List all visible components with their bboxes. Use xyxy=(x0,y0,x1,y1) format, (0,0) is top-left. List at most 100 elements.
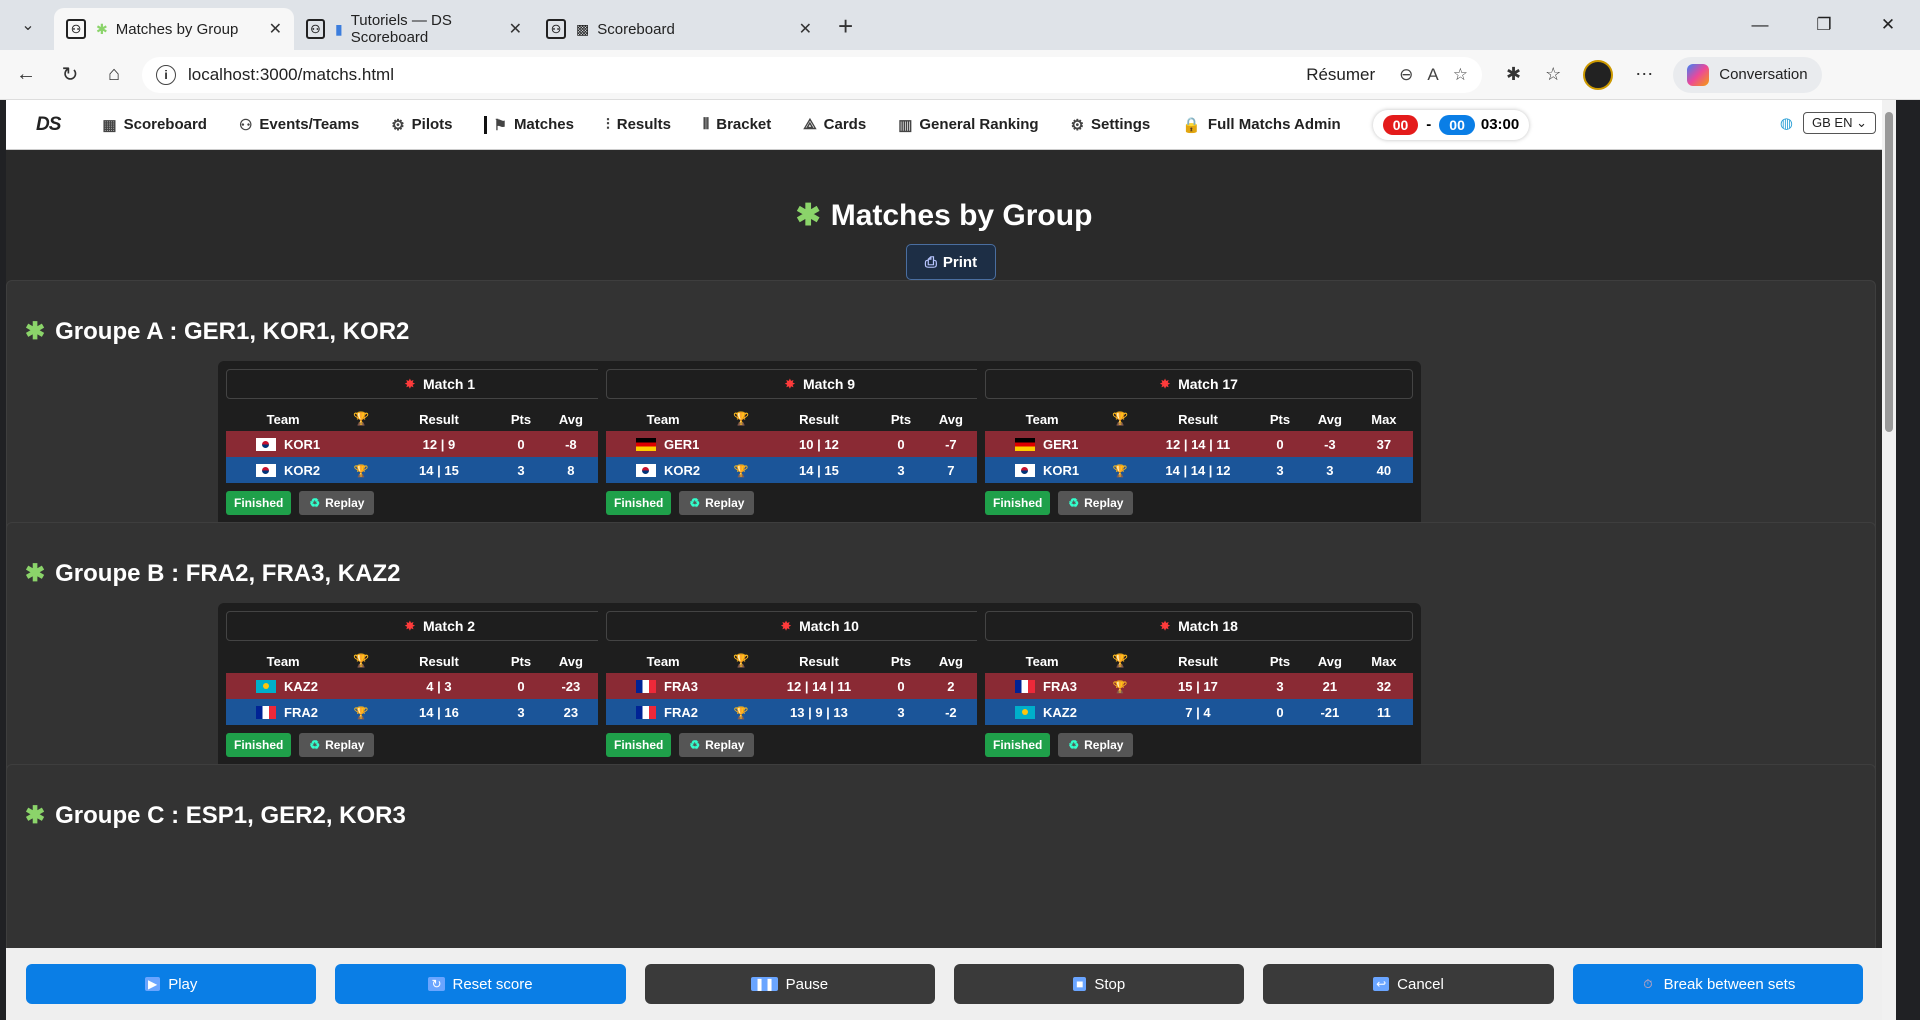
browser-tab[interactable]: ⚇ ▩ Scoreboard ✕ xyxy=(534,8,824,50)
print-button[interactable]: ⎙ Print xyxy=(906,244,996,280)
nav-events-teams[interactable]: ⚇ Events/Teams xyxy=(239,116,359,134)
page-title: ✱ Matches by Group xyxy=(6,198,1882,233)
undo-icon: ↩ xyxy=(1373,977,1390,991)
scrollbar[interactable] xyxy=(1882,100,1896,1020)
browser-tab[interactable]: ⚇ ▮ Tutoriels — DS Scoreboard ✕ xyxy=(294,8,534,50)
close-icon[interactable]: ✕ xyxy=(508,21,522,38)
favorite-star-icon[interactable]: ☆ xyxy=(1452,64,1468,84)
nav-bracket[interactable]: ⫴ Bracket xyxy=(703,116,771,133)
nav-full-matchs-admin[interactable]: 🔒 Full Matchs Admin xyxy=(1182,116,1340,134)
table-row[interactable]: KAZ2 7 | 4 0 -21 11 xyxy=(985,699,1413,725)
more-menu-icon[interactable]: ⋯ xyxy=(1635,64,1654,84)
language-select[interactable]: GB EN ⌄ xyxy=(1803,112,1876,134)
home-icon[interactable]: ⌂ xyxy=(107,63,121,85)
replay-label: Replay xyxy=(705,496,745,510)
avg-cell: 8 xyxy=(567,462,575,478)
restore-icon[interactable]: ❐ xyxy=(1816,15,1832,34)
match-table: Team🏆ResultPtsAvgMaxGER110 | 120-722KOR2… xyxy=(606,407,1034,483)
ds-logo[interactable]: DS xyxy=(36,113,61,135)
favorites-icon[interactable]: ☆ xyxy=(1545,64,1562,84)
profile-avatar[interactable] xyxy=(1583,59,1614,90)
trophy-icon: 🏆 xyxy=(352,411,370,426)
match-status-row: Finished ♻ Replay xyxy=(606,733,1034,757)
bracket-icon: ⫴ xyxy=(702,116,710,133)
max-cell: 40 xyxy=(1376,462,1392,478)
table-row[interactable]: GER1 12 | 14 | 11 0 -3 37 xyxy=(985,431,1413,457)
reload-icon[interactable]: ↻ xyxy=(61,64,79,86)
stop-button[interactable]: ■ Stop xyxy=(953,964,1245,1004)
max-cell: 37 xyxy=(1376,436,1392,452)
match-header[interactable]: ✸ Match 17 xyxy=(985,369,1413,399)
match-name: Match 18 xyxy=(1178,618,1238,634)
table-row[interactable]: KOR2🏆14 | 153829 xyxy=(226,457,654,483)
recycle-icon: ♻ xyxy=(309,738,321,752)
table-row[interactable]: KOR2🏆14 | 153729 xyxy=(606,457,1034,483)
minimize-icon[interactable]: — xyxy=(1751,15,1769,34)
table-row[interactable]: FRA3 🏆 15 | 17 3 21 32 xyxy=(985,673,1413,699)
winner-cell xyxy=(720,431,762,457)
back-icon[interactable]: ← xyxy=(16,63,36,85)
play-button[interactable]: ▶ Play xyxy=(26,964,317,1004)
team-cell: KAZ2 xyxy=(226,673,340,699)
replay-button[interactable]: ♻ Replay xyxy=(1058,491,1134,515)
pause-button[interactable]: ❚❚ Pause xyxy=(644,964,935,1004)
avg-cell: 23 xyxy=(563,704,579,720)
close-window-icon[interactable]: ✕ xyxy=(1880,15,1896,34)
match-table: Team🏆ResultPtsAvgMaxKOR112 | 90-821KOR2🏆… xyxy=(226,407,654,483)
nav-cards[interactable]: ⟁ Cards xyxy=(803,116,866,133)
burst-icon: ✸ xyxy=(404,619,415,633)
match-table: Team🏆ResultPtsAvgMaxKAZ24 | 30-237FRA2🏆1… xyxy=(226,649,654,725)
play-icon: ▶ xyxy=(144,977,161,991)
team-cell: KOR1 xyxy=(985,457,1099,483)
reset-score-button[interactable]: ↻ Reset score xyxy=(335,964,626,1004)
replay-button[interactable]: ♻ Replay xyxy=(1058,733,1134,757)
nav-scoreboard[interactable]: ▦ Scoreboard xyxy=(102,116,207,134)
trophy-icon: 🏆 xyxy=(733,463,749,478)
table-row[interactable]: FRA2🏆14 | 1632330 xyxy=(226,699,654,725)
replay-button[interactable]: ♻ Replay xyxy=(299,491,375,515)
recycle-icon: ♻ xyxy=(689,738,701,752)
nav-matches[interactable]: ⚑ Matches xyxy=(484,115,574,134)
cancel-button[interactable]: ↩ Cancel xyxy=(1263,964,1554,1004)
copilot-conversation-button[interactable]: Conversation xyxy=(1673,56,1822,93)
new-tab-button[interactable]: + xyxy=(838,11,854,41)
column-header: Pts xyxy=(1269,653,1291,669)
nav-general-ranking[interactable]: ▥ General Ranking xyxy=(898,116,1038,134)
match-header[interactable]: ✸ Match 18 xyxy=(985,611,1413,641)
table-row[interactable]: KOR1 🏆 14 | 14 | 12 3 3 40 xyxy=(985,457,1413,483)
resume-label[interactable]: Résumer xyxy=(1306,64,1376,84)
winner-cell xyxy=(1099,699,1141,725)
match-header[interactable]: ✸ Match 1 xyxy=(226,369,654,399)
extensions-icon[interactable]: ✱ xyxy=(1506,64,1522,84)
column-header: Team xyxy=(646,411,680,427)
zoom-out-icon[interactable]: ⊖ xyxy=(1399,64,1414,84)
nav-settings[interactable]: ⚙ Settings xyxy=(1071,116,1151,134)
finished-badge: Finished xyxy=(606,491,672,515)
match-header[interactable]: ✸ Match 10 xyxy=(606,611,1034,641)
table-row[interactable]: FRA2🏆13 | 9 | 133-235 xyxy=(606,699,1034,725)
scrollbar-thumb[interactable] xyxy=(1885,112,1893,432)
match-header[interactable]: ✸ Match 9 xyxy=(606,369,1034,399)
read-aloud-icon[interactable]: A xyxy=(1427,64,1439,84)
close-icon[interactable]: ✕ xyxy=(798,21,812,38)
match-header[interactable]: ✸ Match 2 xyxy=(226,611,654,641)
nav-results[interactable]: ⫶ Results xyxy=(606,116,671,133)
burst-icon: ✸ xyxy=(784,377,795,391)
nav-label: Scoreboard xyxy=(123,116,207,133)
browser-tab-active[interactable]: ⚇ ✱ Matches by Group ✕ xyxy=(54,8,294,50)
replay-button[interactable]: ♻ Replay xyxy=(679,491,755,515)
replay-button[interactable]: ♻ Replay xyxy=(679,733,755,757)
break-between-sets-button[interactable]: ⏱ Break between sets xyxy=(1572,964,1863,1004)
nav-pilots[interactable]: ⚙ Pilots xyxy=(391,116,452,134)
info-icon[interactable]: i xyxy=(156,64,176,85)
url-field[interactable]: i localhost:3000/matchs.html Résumer ⊖ A… xyxy=(142,56,1482,93)
close-icon[interactable]: ✕ xyxy=(268,21,282,38)
recycle-icon: ♻ xyxy=(309,496,321,510)
tab-actions-menu[interactable]: ⌄ xyxy=(21,17,35,34)
column-header: Pts xyxy=(510,653,532,669)
replay-button[interactable]: ♻ Replay xyxy=(299,733,375,757)
